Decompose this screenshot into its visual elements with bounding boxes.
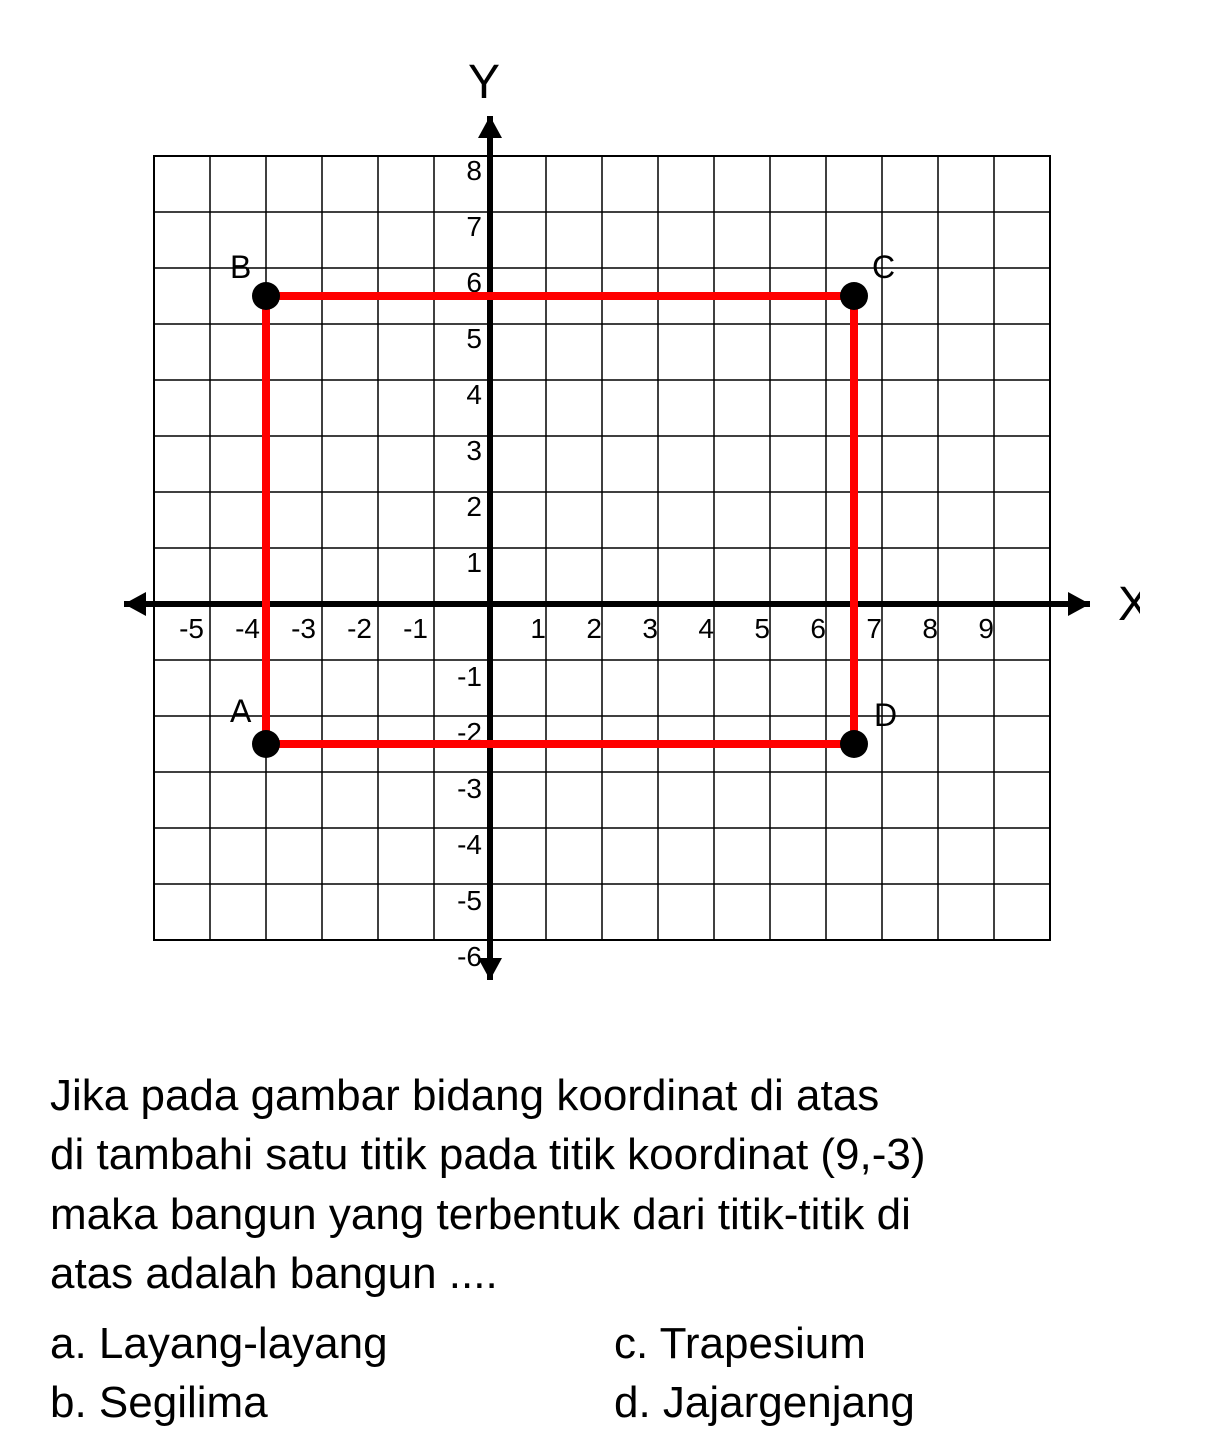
svg-text:X: X: [1118, 578, 1140, 631]
svg-text:B: B: [230, 249, 251, 285]
svg-text:3: 3: [642, 613, 658, 644]
question-block: Jika pada gambar bidang koordinat di ata…: [20, 1066, 1208, 1432]
options-grid: a. Layang-layang c. Trapesium b. Segilim…: [50, 1314, 1178, 1433]
option-a[interactable]: a. Layang-layang: [50, 1314, 614, 1373]
question-line-1: Jika pada gambar bidang koordinat di ata…: [50, 1066, 1178, 1125]
svg-text:D: D: [874, 697, 897, 733]
svg-text:4: 4: [698, 613, 714, 644]
svg-text:-3: -3: [291, 613, 316, 644]
svg-text:6: 6: [810, 613, 826, 644]
svg-text:4: 4: [466, 379, 482, 410]
chart-svg: YX-5-4-3-2-1123456789-6-5-4-3-2-11234567…: [114, 20, 1140, 1036]
option-b[interactable]: b. Segilima: [50, 1373, 614, 1432]
option-d[interactable]: d. Jajargenjang: [614, 1373, 1178, 1432]
svg-text:C: C: [872, 249, 895, 285]
svg-text:-6: -6: [457, 941, 482, 972]
svg-text:-2: -2: [347, 613, 372, 644]
question-line-2: di tambahi satu titik pada titik koordin…: [50, 1125, 1178, 1184]
svg-text:-1: -1: [457, 661, 482, 692]
question-line-4: atas adalah bangun ....: [50, 1244, 1178, 1303]
svg-text:2: 2: [586, 613, 602, 644]
svg-text:7: 7: [466, 211, 482, 242]
svg-text:1: 1: [530, 613, 546, 644]
option-c[interactable]: c. Trapesium: [614, 1314, 1178, 1373]
svg-text:-1: -1: [403, 613, 428, 644]
svg-text:-5: -5: [457, 885, 482, 916]
svg-text:-5: -5: [179, 613, 204, 644]
svg-text:-3: -3: [457, 773, 482, 804]
coordinate-chart: YX-5-4-3-2-1123456789-6-5-4-3-2-11234567…: [114, 20, 1114, 1036]
svg-text:8: 8: [466, 155, 482, 186]
svg-text:5: 5: [754, 613, 770, 644]
question-line-3: maka bangun yang terbentuk dari titik-ti…: [50, 1185, 1178, 1244]
svg-text:A: A: [230, 693, 252, 729]
svg-text:-4: -4: [235, 613, 260, 644]
svg-text:-4: -4: [457, 829, 482, 860]
svg-text:8: 8: [922, 613, 938, 644]
svg-text:3: 3: [466, 435, 482, 466]
svg-text:5: 5: [466, 323, 482, 354]
svg-text:1: 1: [466, 547, 482, 578]
svg-text:7: 7: [866, 613, 882, 644]
svg-text:9: 9: [978, 613, 994, 644]
svg-text:Y: Y: [468, 56, 500, 109]
svg-text:2: 2: [466, 491, 482, 522]
